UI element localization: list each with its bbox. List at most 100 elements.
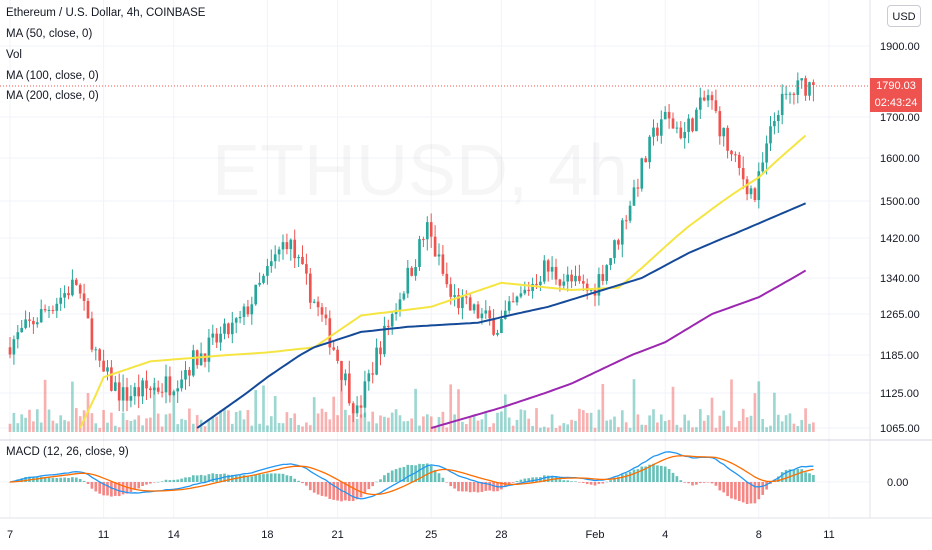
time-axis[interactable]: 7 11 14 18 21 25 28 Feb 4 8 11 xyxy=(7,529,835,541)
candle-body xyxy=(605,265,609,281)
volume-bar xyxy=(402,421,406,432)
volume-bar xyxy=(305,422,308,432)
macd-histogram-bar xyxy=(675,476,679,482)
candle-body xyxy=(414,267,417,276)
macd-histogram-bar xyxy=(636,469,640,482)
macd-histogram-bar xyxy=(316,482,320,495)
candle-body xyxy=(617,240,620,245)
macd-histogram-bar xyxy=(605,481,609,483)
macd-histogram-bar xyxy=(160,481,164,482)
volume-bar xyxy=(765,427,768,432)
macd-histogram-bar xyxy=(691,482,694,486)
candle-body xyxy=(691,118,694,132)
volume-bar xyxy=(589,412,593,432)
candle-body xyxy=(160,391,164,393)
candle-body xyxy=(262,275,265,283)
macd-histogram-bar xyxy=(262,474,265,482)
ma100-legend[interactable]: MA (100, close, 0) xyxy=(6,70,99,82)
volume-bar xyxy=(394,409,398,432)
volume-bar xyxy=(597,409,601,432)
volume-bar xyxy=(558,425,562,432)
macd-histogram-bar xyxy=(55,477,59,482)
macd-histogram-bar xyxy=(718,482,722,491)
volume-bar xyxy=(293,413,297,432)
candle-body xyxy=(386,325,390,327)
volume-bar xyxy=(792,423,796,432)
macd-histogram-bar xyxy=(410,465,414,482)
time-axis-label: 8 xyxy=(756,529,762,541)
candle-body xyxy=(191,350,195,376)
volume-bar xyxy=(254,390,258,432)
candle-body xyxy=(63,293,66,298)
volume-bar xyxy=(437,417,441,432)
macd-histogram-bar xyxy=(71,477,74,482)
volume-bar xyxy=(312,397,316,432)
candle-body xyxy=(687,118,690,132)
ma50-legend[interactable]: MA (50, close, 0) xyxy=(6,28,93,40)
candle-body xyxy=(761,162,765,172)
macd-histogram-bar xyxy=(344,482,347,501)
volume-bar xyxy=(722,410,726,432)
macd-histogram-bar xyxy=(601,482,605,484)
volume-legend[interactable]: Vol xyxy=(6,49,22,61)
candle-body xyxy=(168,376,172,396)
ma200-legend[interactable]: MA (200, close, 0) xyxy=(6,90,99,102)
candle-body xyxy=(453,295,456,297)
volume-bar xyxy=(542,426,546,432)
volume-bar xyxy=(262,385,265,432)
volume-bar xyxy=(43,379,47,432)
candle-body xyxy=(379,347,382,355)
candle-body xyxy=(480,313,484,319)
time-axis-label: 11 xyxy=(98,529,109,541)
volume-bar xyxy=(379,415,382,432)
macd-histogram-bar xyxy=(184,477,187,482)
candle-body xyxy=(324,314,328,319)
macd-histogram-bar xyxy=(176,479,180,482)
candle-body xyxy=(749,188,753,195)
macd-histogram-bar xyxy=(457,482,460,492)
macd-histogram-bar xyxy=(624,473,628,482)
macd-histogram-bar xyxy=(20,478,24,482)
volume-bar xyxy=(609,419,612,432)
candle-body xyxy=(683,131,687,139)
time-axis-label: 14 xyxy=(168,529,180,541)
volume-bar xyxy=(636,414,640,432)
macd-histogram-bar xyxy=(710,482,714,484)
candle-body xyxy=(55,303,59,311)
candle-body xyxy=(86,300,90,319)
volume-bar xyxy=(644,424,648,432)
candle-body xyxy=(780,93,784,116)
volume-bar xyxy=(488,426,492,432)
candle-body xyxy=(531,283,534,292)
candle-body xyxy=(585,283,589,291)
currency-button[interactable]: USD xyxy=(887,5,921,27)
price-axis[interactable]: 1900.00 1700.00 1600.00 1500.00 1420.00 1340.… xyxy=(880,41,920,489)
candle-body xyxy=(149,388,152,391)
candle-body xyxy=(336,349,339,361)
candle-body xyxy=(363,381,367,408)
candle-body xyxy=(410,267,414,276)
volume-bar xyxy=(328,419,332,432)
candle-body xyxy=(156,387,160,392)
price-axis-label: 1340.00 xyxy=(880,273,920,285)
candle-body xyxy=(546,260,550,272)
candle-body xyxy=(515,296,519,303)
volume-bar xyxy=(281,423,285,432)
volume-bar xyxy=(359,414,363,432)
chart-title[interactable]: Ethereum / U.S. Dollar, 4h, COINBASE xyxy=(6,7,206,19)
candle-body xyxy=(539,281,542,286)
volume-bar xyxy=(63,420,66,432)
macd-histogram-bar xyxy=(425,463,429,482)
time-axis-label: 7 xyxy=(7,529,13,541)
candle-body xyxy=(710,95,714,101)
macd-legend[interactable]: MACD (12, 26, close, 9) xyxy=(6,446,129,458)
macd-histogram-bar xyxy=(285,475,289,482)
macd-histogram-bar xyxy=(180,478,183,482)
macd-histogram-bar xyxy=(8,482,12,483)
macd-pane xyxy=(8,451,815,505)
candle-body xyxy=(706,95,710,101)
volume-bar xyxy=(480,419,484,432)
volume-bar xyxy=(507,417,511,432)
volume-bar xyxy=(601,384,605,432)
